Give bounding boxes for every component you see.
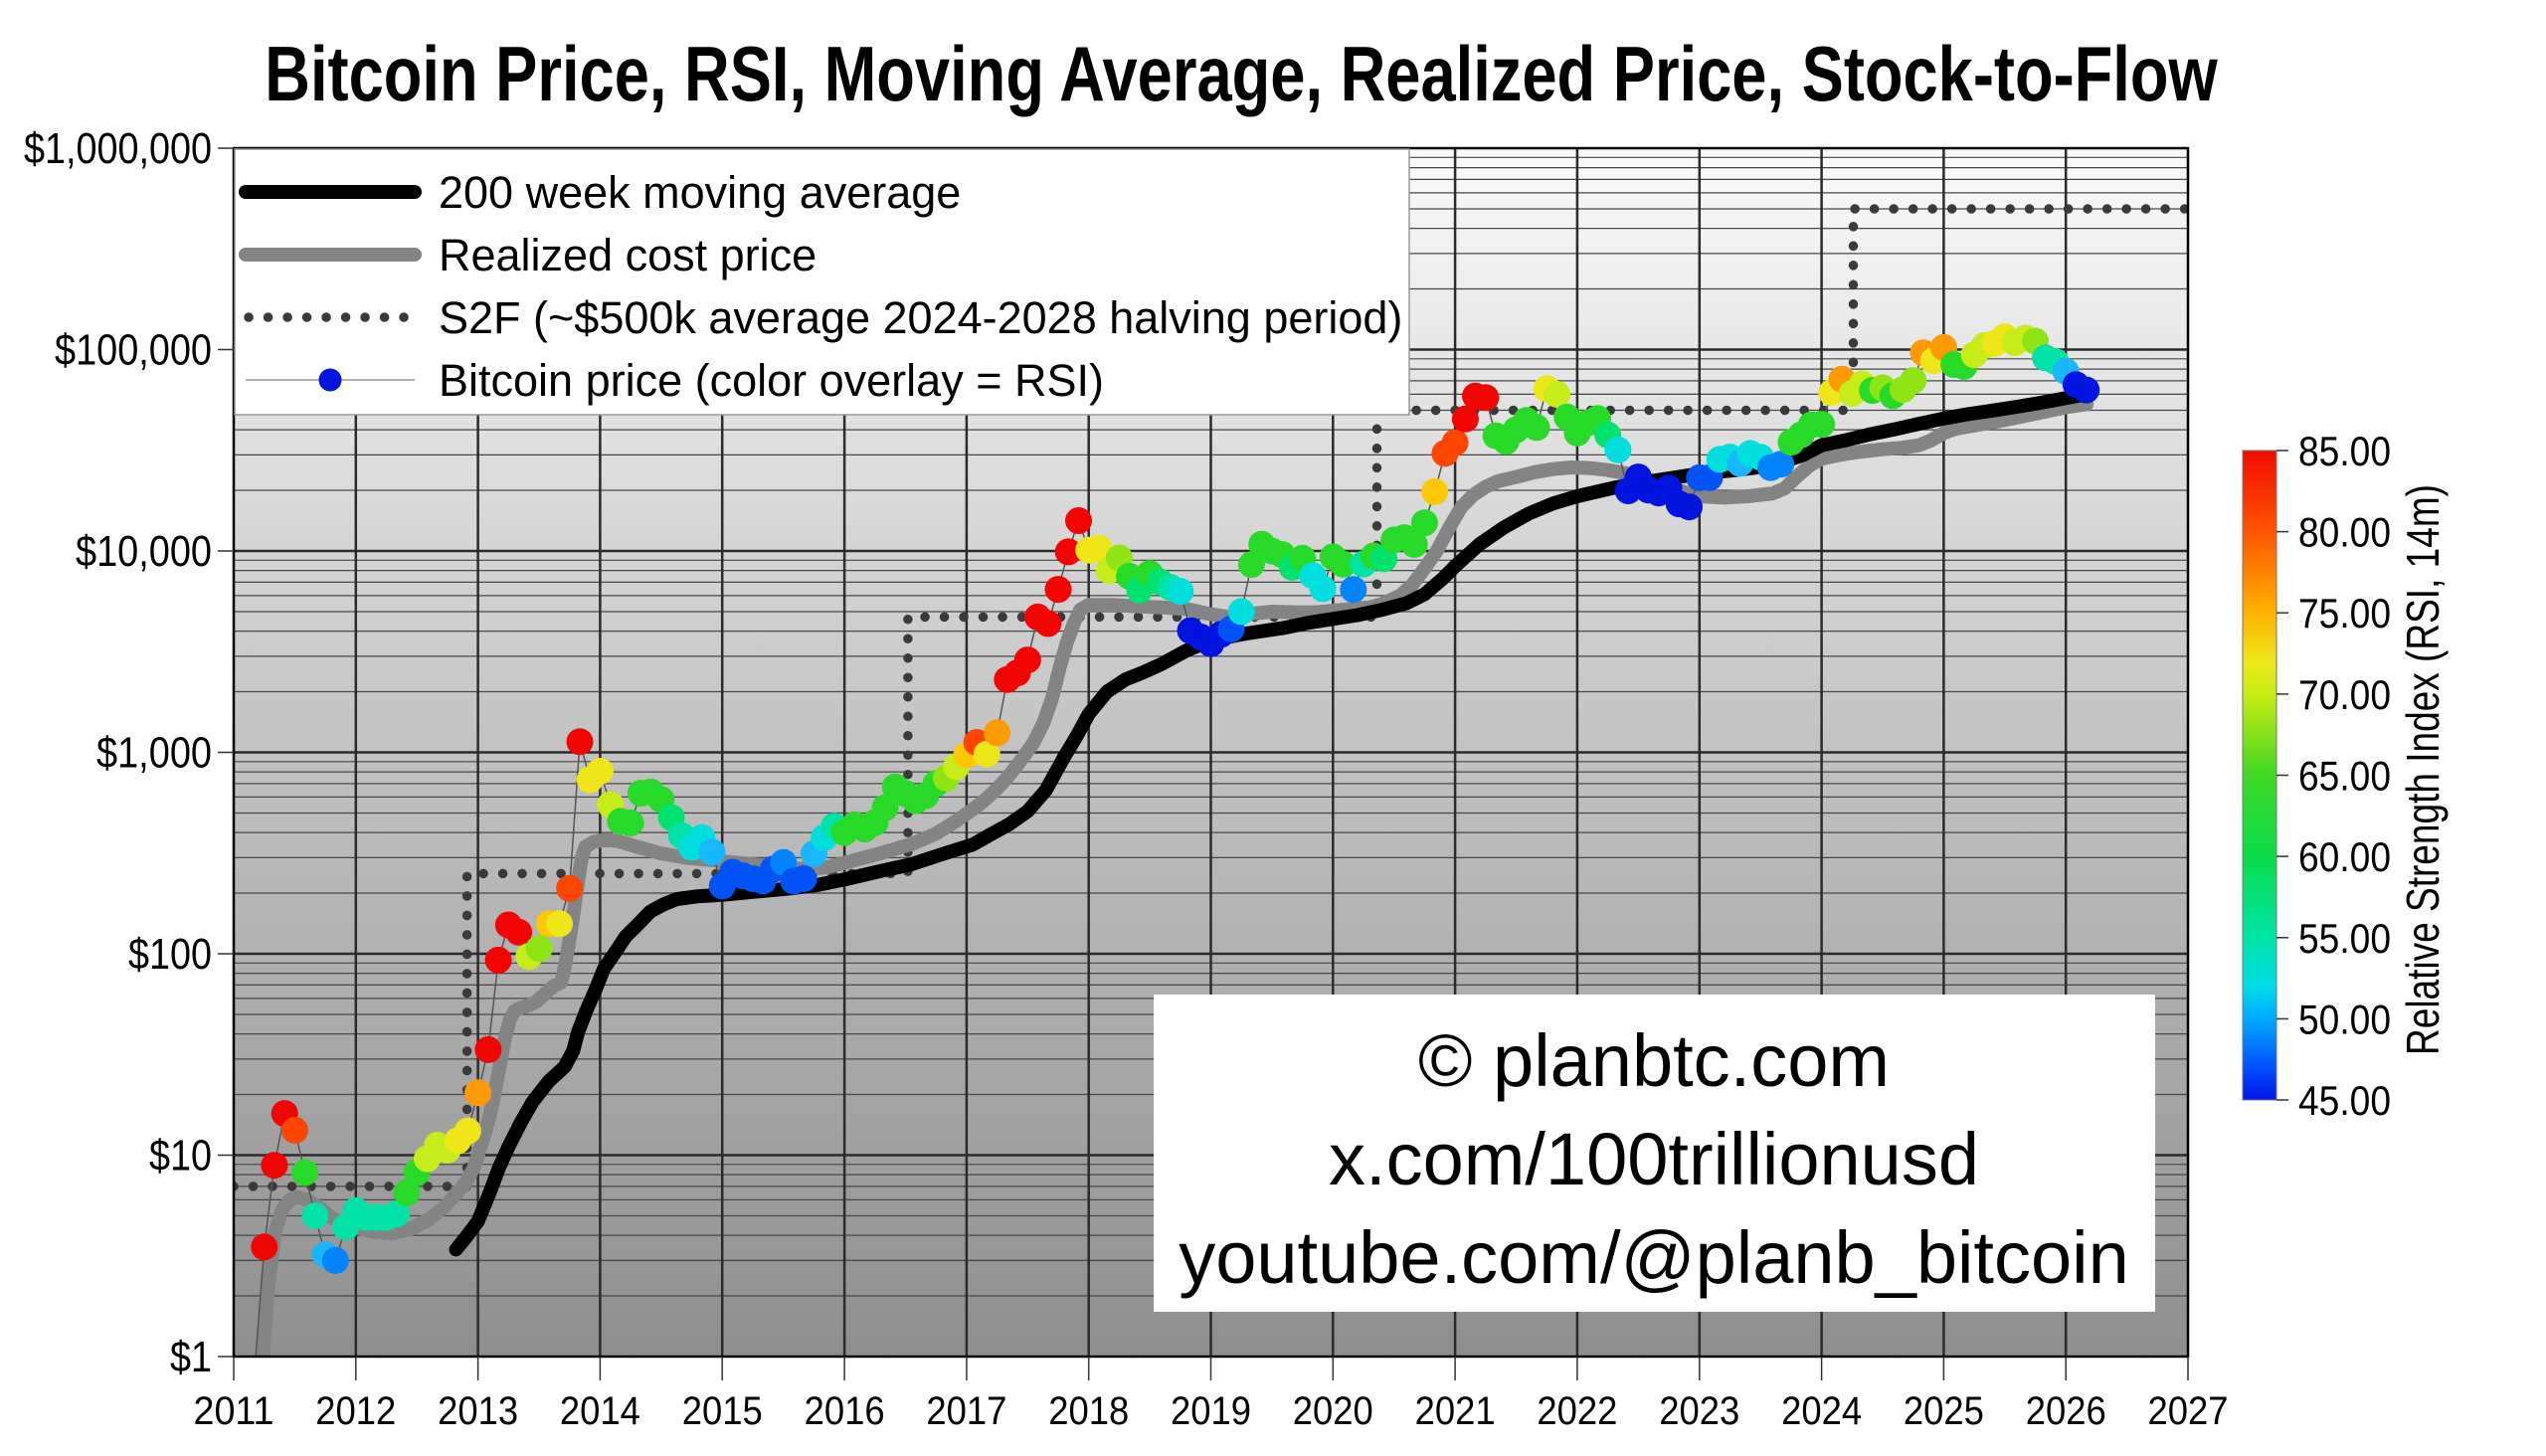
svg-text:55.00: 55.00 [2298,915,2391,962]
svg-text:S2F (~$500k average 2024-2028: S2F (~$500k average 2024-2028 halving pe… [439,292,1402,343]
svg-text:Realized cost price: Realized cost price [439,230,817,280]
svg-text:2016: 2016 [805,1389,885,1433]
svg-text:2026: 2026 [2026,1389,2106,1433]
svg-text:85.00: 85.00 [2298,428,2391,474]
svg-text:Bitcoin price (color overlay =: Bitcoin price (color overlay = RSI) [439,355,1104,406]
svg-text:2014: 2014 [560,1389,640,1433]
svg-text:2024: 2024 [1781,1389,1862,1433]
svg-text:2027: 2027 [2148,1389,2229,1433]
svg-text:75.00: 75.00 [2298,590,2391,637]
svg-text:2012: 2012 [315,1389,396,1433]
svg-text:2011: 2011 [194,1389,274,1433]
svg-text:$1,000: $1,000 [96,729,212,778]
svg-text:2023: 2023 [1659,1389,1739,1433]
svg-text:80.00: 80.00 [2298,509,2391,556]
svg-text:2018: 2018 [1048,1389,1129,1433]
svg-text:200 week moving average: 200 week moving average [439,167,961,218]
svg-text:© planbtc.com: © planbtc.com [1418,1019,1890,1102]
svg-text:x.com/100trillionusd: x.com/100trillionusd [1329,1118,1979,1200]
svg-text:2015: 2015 [682,1389,763,1433]
svg-text:2021: 2021 [1415,1389,1496,1433]
svg-text:65.00: 65.00 [2298,753,2391,800]
svg-text:$10: $10 [149,1132,212,1181]
svg-text:$100,000: $100,000 [55,326,212,375]
svg-text:2017: 2017 [926,1389,1006,1433]
svg-text:60.00: 60.00 [2298,833,2391,880]
svg-text:$100: $100 [128,930,212,979]
svg-text:70.00: 70.00 [2298,671,2391,718]
svg-text:2022: 2022 [1537,1389,1617,1433]
svg-text:$1: $1 [170,1333,212,1381]
svg-text:$10,000: $10,000 [76,527,212,576]
svg-text:$1,000,000: $1,000,000 [24,124,212,173]
svg-text:2020: 2020 [1293,1389,1373,1433]
svg-text:45.00: 45.00 [2298,1077,2391,1124]
svg-text:2013: 2013 [438,1389,518,1433]
svg-text:youtube.com/@planb_bitcoin: youtube.com/@planb_bitcoin [1179,1216,2129,1299]
svg-text:50.00: 50.00 [2298,996,2391,1042]
svg-text:2019: 2019 [1171,1389,1251,1433]
svg-text:2025: 2025 [1904,1389,1984,1433]
svg-text:Relative Strength Index (RSI,: Relative Strength Index (RSI, 14m) [2397,484,2449,1055]
svg-text:Bitcoin Price, RSI, Moving Ave: Bitcoin Price, RSI, Moving Average, Real… [265,32,2218,118]
